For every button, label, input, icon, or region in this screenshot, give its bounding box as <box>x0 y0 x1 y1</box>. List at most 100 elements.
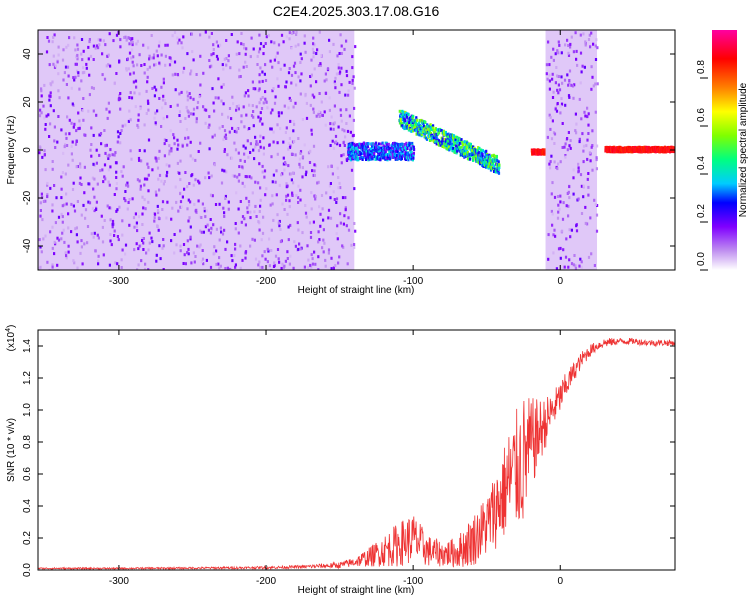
spectrogram-cell <box>270 155 273 159</box>
spectrogram-cell <box>281 202 284 206</box>
spectrogram-cell <box>264 79 268 82</box>
spectrogram-cell <box>91 207 94 211</box>
spectrogram-cell <box>309 149 312 153</box>
spectrogram-cell <box>412 114 415 118</box>
spectrogram-cell <box>579 173 583 177</box>
spectrogram-cell <box>354 45 357 49</box>
spectrogram-cell <box>88 40 91 44</box>
spectrogram-cell <box>157 44 161 48</box>
spectrogram-cell <box>561 81 564 85</box>
spectrogram-cell <box>283 63 286 67</box>
spectrogram-cell <box>590 65 593 69</box>
spectrogram-cell <box>67 244 70 248</box>
spectrogram-cell <box>568 95 571 99</box>
spectrogram-cell <box>43 116 46 120</box>
spectrogram-cell <box>256 63 259 66</box>
spectrogram-cell <box>552 90 555 94</box>
spectrogram-cell <box>451 144 454 148</box>
spectrogram-cell <box>38 114 42 118</box>
spectrogram-cell <box>215 40 218 44</box>
spectrogram-cell <box>86 241 89 245</box>
spectrogram-cell <box>176 41 180 45</box>
spectrogram-cell <box>578 97 581 101</box>
spectrogram-cell <box>280 33 284 37</box>
spectrogram-cell <box>250 114 254 118</box>
spectrogram-cell <box>111 153 114 157</box>
spectrogram-cell <box>118 205 121 209</box>
spectrogram-cell <box>291 191 294 195</box>
spectrogram-cell <box>354 229 357 233</box>
spectrogram-cell <box>40 250 43 254</box>
spectrogram-cell <box>161 246 164 250</box>
spectrogram-cell <box>343 47 346 51</box>
spectrogram-cell <box>111 222 114 226</box>
spectrogram-cell <box>384 149 387 153</box>
spectrogram-cell <box>255 215 258 218</box>
spectrogram-cell <box>212 101 215 105</box>
spectrogram-cell <box>594 202 597 206</box>
spectrogram-cell <box>551 212 554 216</box>
spectrogram-cell <box>297 196 300 200</box>
spectrogram-cell <box>42 200 45 203</box>
spectrogram-cell <box>547 257 550 261</box>
spectrogram-cell <box>95 44 98 48</box>
spectrogram-cell <box>351 154 354 158</box>
spectrogram-cell <box>339 108 342 112</box>
spectrogram-cell <box>592 84 595 88</box>
snr-y-multiplier-exp: 4 <box>5 328 12 332</box>
spectrogram-cell <box>144 262 147 266</box>
spectrogram-cell <box>328 108 331 112</box>
spectrogram-cell <box>51 40 54 44</box>
spectrogram-cell <box>251 191 254 195</box>
spectrogram-cell <box>141 212 144 216</box>
spectrogram-cell <box>276 152 279 156</box>
spectrogram-cell <box>592 42 595 46</box>
spectrogram-cell <box>587 193 590 197</box>
spectrogram-cell <box>464 143 467 147</box>
spectrogram-cell <box>292 105 295 109</box>
spectrogram-cell <box>192 183 195 187</box>
spectrogram-cell <box>331 172 334 176</box>
spectrogram-cell <box>408 124 411 128</box>
spectrogram-cell <box>114 261 117 265</box>
spectrogram-cell <box>142 43 145 47</box>
spectrogram-cell <box>93 177 96 181</box>
spectrogram-cell <box>301 118 304 121</box>
spectrogram-cell <box>226 240 229 244</box>
spectrogram-cell <box>570 262 574 266</box>
snr-y-axis: 0.00.20.40.60.81.01.21.4 <box>22 339 675 577</box>
spectrogram-cell <box>259 186 262 190</box>
spectrogram-cell <box>132 80 135 84</box>
spectrogram-cell <box>217 77 220 81</box>
spectrogram-cell <box>143 198 146 202</box>
spectrogram-cell <box>307 266 310 270</box>
spectrogram-cell <box>238 173 241 177</box>
spectrogram-cell <box>455 147 458 151</box>
spectrogram-cell <box>577 169 580 173</box>
spectrogram-cell <box>155 159 158 163</box>
spectrogram-cell <box>298 157 301 161</box>
spectrogram-cell <box>319 62 322 66</box>
spectrogram-cell <box>273 41 276 45</box>
spectrogram-cell <box>393 155 396 159</box>
spectrogram-cell <box>213 109 216 113</box>
spectrogram-cell <box>313 173 316 177</box>
spectrogram-cell <box>273 261 276 265</box>
spectrogram-cell <box>223 228 226 232</box>
spectrogram-cell <box>186 94 189 98</box>
spectrogram-cell <box>575 49 578 53</box>
spectrogram-cell <box>574 129 577 133</box>
spectrogram-cell <box>292 120 295 123</box>
spectrogram-cell <box>313 67 316 71</box>
spectrogram-cell <box>263 175 266 179</box>
spectrogram-cell <box>216 57 219 61</box>
spectrogram-cell <box>75 62 78 66</box>
spectrogram-cell <box>568 196 571 200</box>
spectrogram-cell <box>435 135 438 138</box>
spectrogram-cell <box>548 87 551 91</box>
spectrogram-cell <box>273 58 276 62</box>
spectrogram-cell <box>282 140 285 144</box>
spectrogram-cell <box>204 225 207 229</box>
spectrogram-cell <box>353 243 356 246</box>
spectrogram-cell <box>317 112 320 116</box>
